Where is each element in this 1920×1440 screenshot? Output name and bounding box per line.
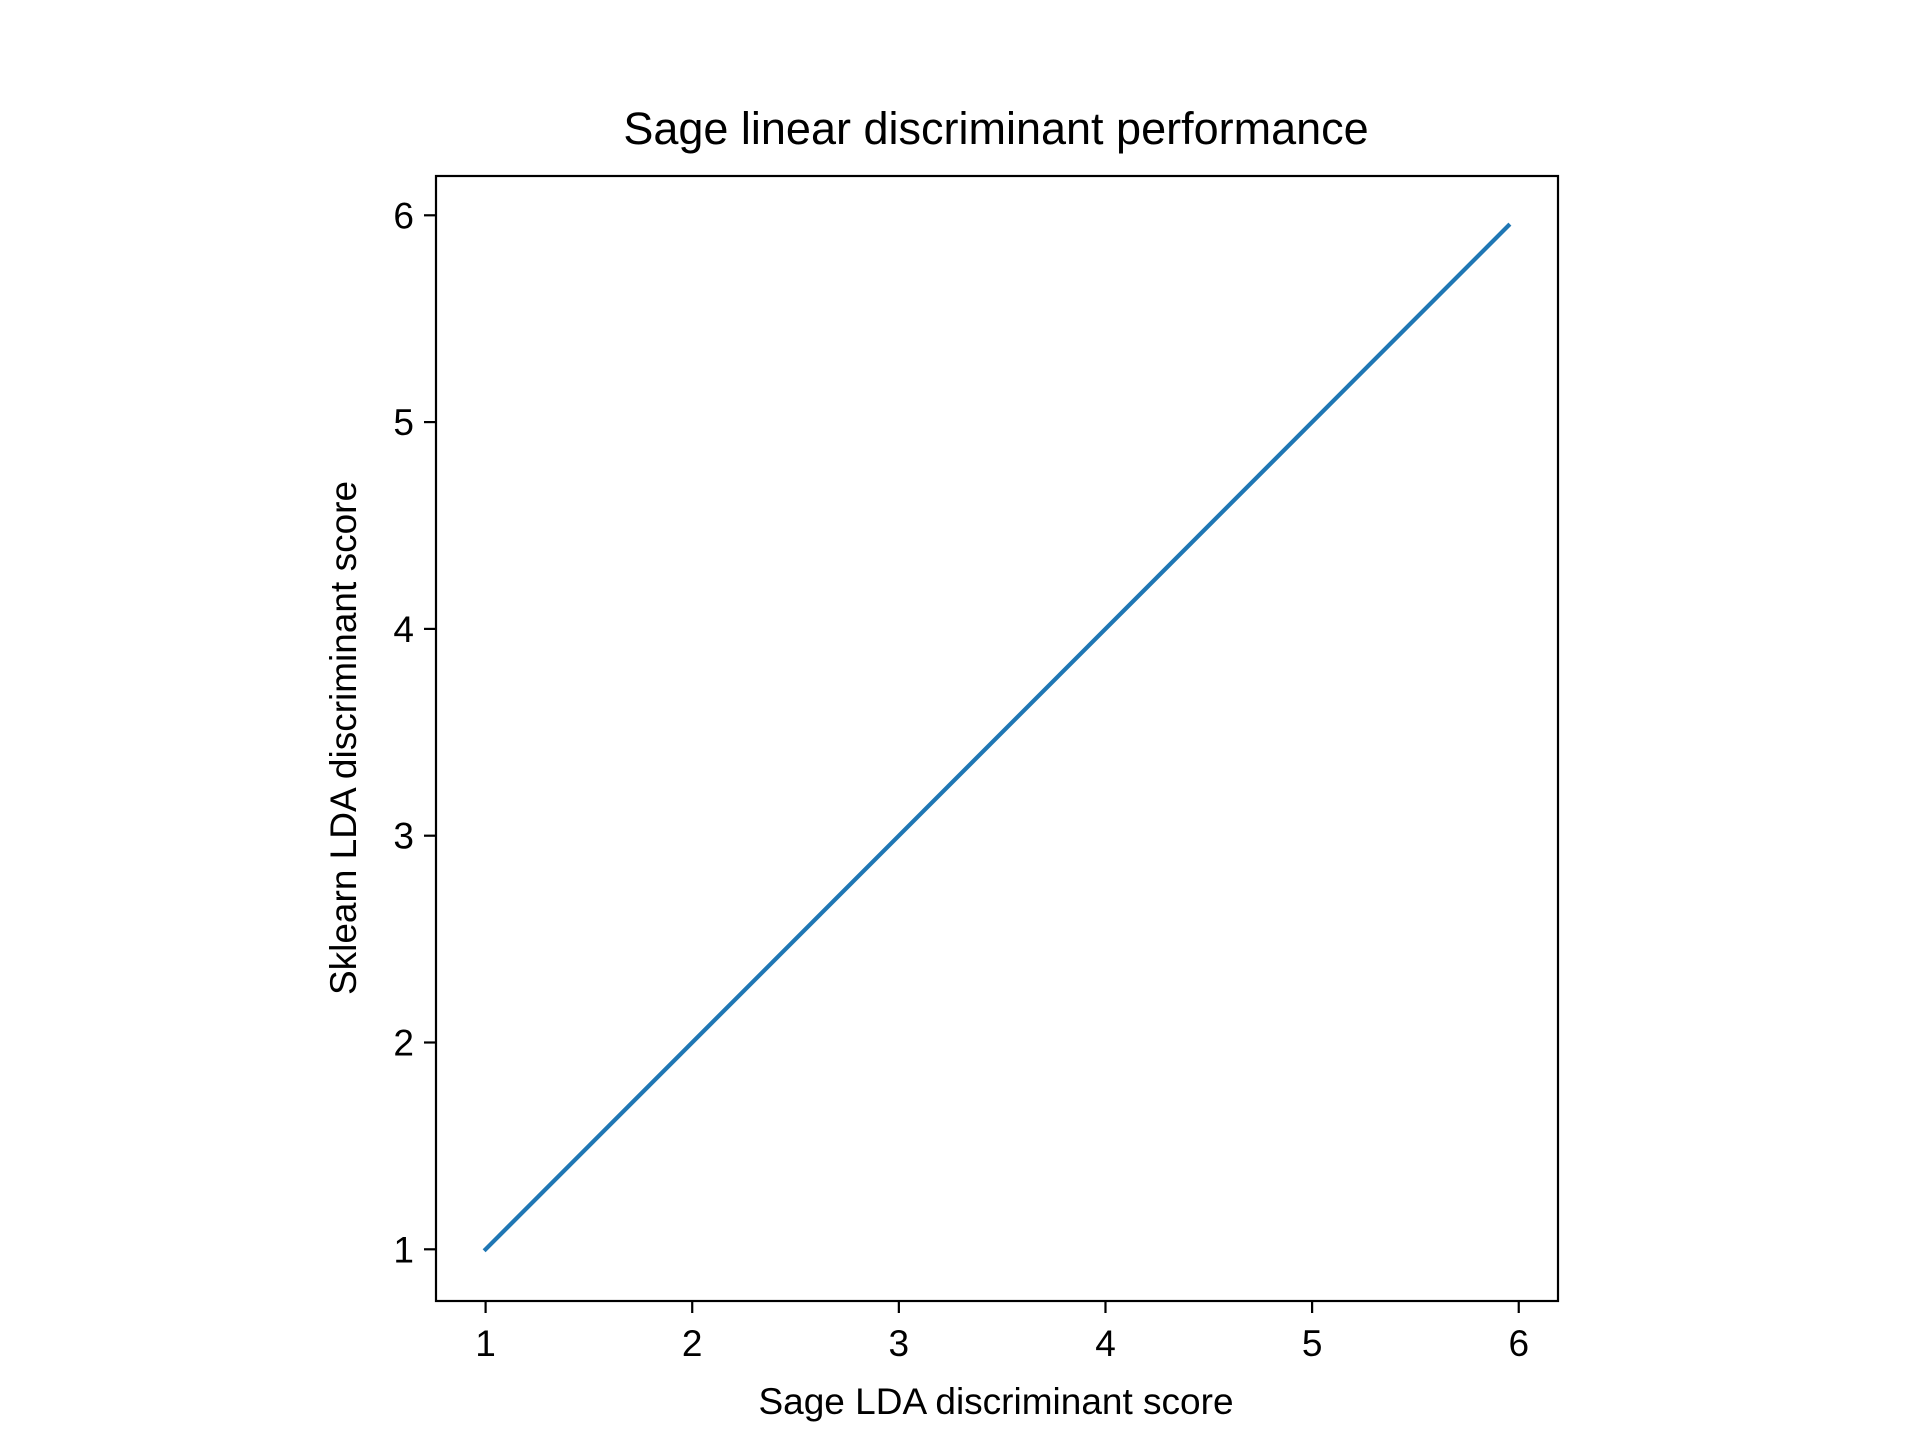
series-line bbox=[482, 222, 1512, 1253]
y-tick-label: 3 bbox=[393, 816, 414, 857]
series-layer bbox=[482, 222, 1512, 1253]
x-axis-label: Sage LDA discriminant score bbox=[758, 1381, 1233, 1422]
plot-frame bbox=[434, 174, 1560, 1303]
x-tick-label: 2 bbox=[682, 1323, 703, 1364]
x-axis-ticks: 1 2 3 4 5 6 bbox=[475, 1301, 1529, 1364]
y-tick-label: 1 bbox=[393, 1229, 414, 1270]
y-tick-label: 6 bbox=[393, 195, 414, 236]
x-tick-label: 1 bbox=[475, 1323, 496, 1364]
y-axis-ticks: 1 2 3 4 5 6 bbox=[393, 195, 436, 1270]
y-tick-label: 4 bbox=[393, 609, 414, 650]
x-tick-label: 5 bbox=[1302, 1323, 1323, 1364]
y-tick-label: 5 bbox=[393, 402, 414, 443]
x-tick-label: 6 bbox=[1508, 1323, 1529, 1364]
y-axis-label: Sklearn LDA discriminant score bbox=[323, 481, 364, 995]
x-tick-label: 3 bbox=[889, 1323, 910, 1364]
y-tick-label: 2 bbox=[393, 1022, 414, 1063]
chart-title: Sage linear discriminant performance bbox=[623, 103, 1368, 154]
x-tick-label: 4 bbox=[1095, 1323, 1116, 1364]
